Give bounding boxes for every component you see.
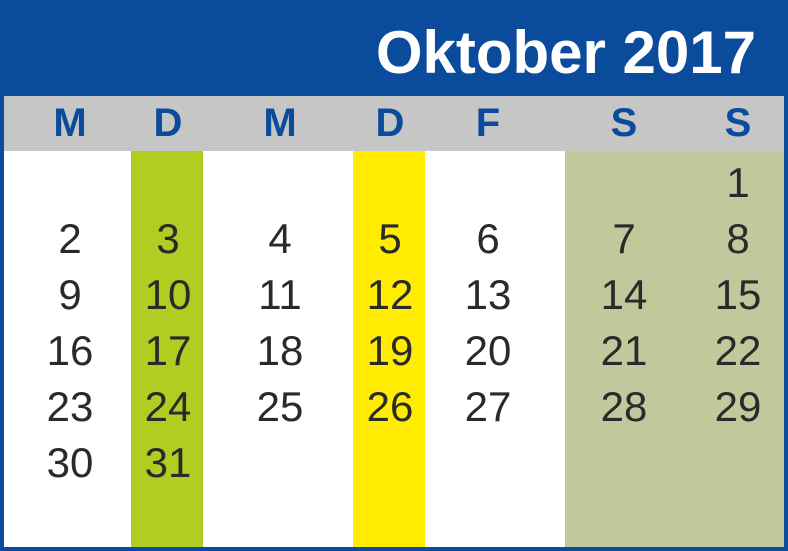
- day-cell: 31: [144, 439, 192, 486]
- day-cell: 30: [46, 439, 94, 486]
- day-cell: 22: [714, 327, 762, 374]
- day-cell: 13: [464, 271, 512, 318]
- day-cell: 14: [600, 271, 648, 318]
- day-cell: 27: [464, 383, 512, 430]
- weekday-label: S: [610, 101, 638, 145]
- weekday-label: M: [53, 101, 87, 145]
- weekday-label: D: [375, 101, 405, 145]
- weekday-label: D: [153, 101, 183, 145]
- day-cell: 4: [268, 215, 292, 262]
- day-cell: 29: [714, 383, 762, 430]
- thursday-highlight-column: [353, 151, 425, 547]
- day-cell: 25: [256, 383, 304, 430]
- day-cell: 2: [58, 215, 82, 262]
- day-cell: 11: [258, 271, 302, 318]
- day-cell: 7: [612, 215, 636, 262]
- day-cell: 28: [600, 383, 648, 430]
- day-cell: 24: [144, 383, 192, 430]
- day-cell: 20: [464, 327, 512, 374]
- calendar-title: Oktober 2017: [375, 19, 756, 86]
- day-cell: 18: [256, 327, 304, 374]
- day-cell: 17: [144, 327, 192, 374]
- title-bar: Oktober 2017: [4, 4, 784, 96]
- day-cell: 5: [378, 215, 402, 262]
- weekday-label: M: [263, 101, 297, 145]
- weekday-label: F: [475, 101, 501, 145]
- day-cell: 15: [714, 271, 762, 318]
- day-cell: 23: [46, 383, 94, 430]
- day-cell: 8: [726, 215, 750, 262]
- day-cell: 26: [366, 383, 414, 430]
- day-cell: 6: [476, 215, 500, 262]
- day-cell: 9: [58, 271, 82, 318]
- tuesday-highlight-column: [131, 151, 203, 547]
- day-cell: 12: [366, 271, 414, 318]
- weekend-highlight-column: [565, 151, 784, 547]
- day-cell: 1: [726, 159, 750, 206]
- day-cell: 10: [144, 271, 192, 318]
- day-cell: 21: [600, 327, 648, 374]
- weekday-label: S: [724, 101, 752, 145]
- day-cell: 16: [46, 327, 94, 374]
- day-cell: 19: [366, 327, 414, 374]
- day-cell: 3: [156, 215, 180, 262]
